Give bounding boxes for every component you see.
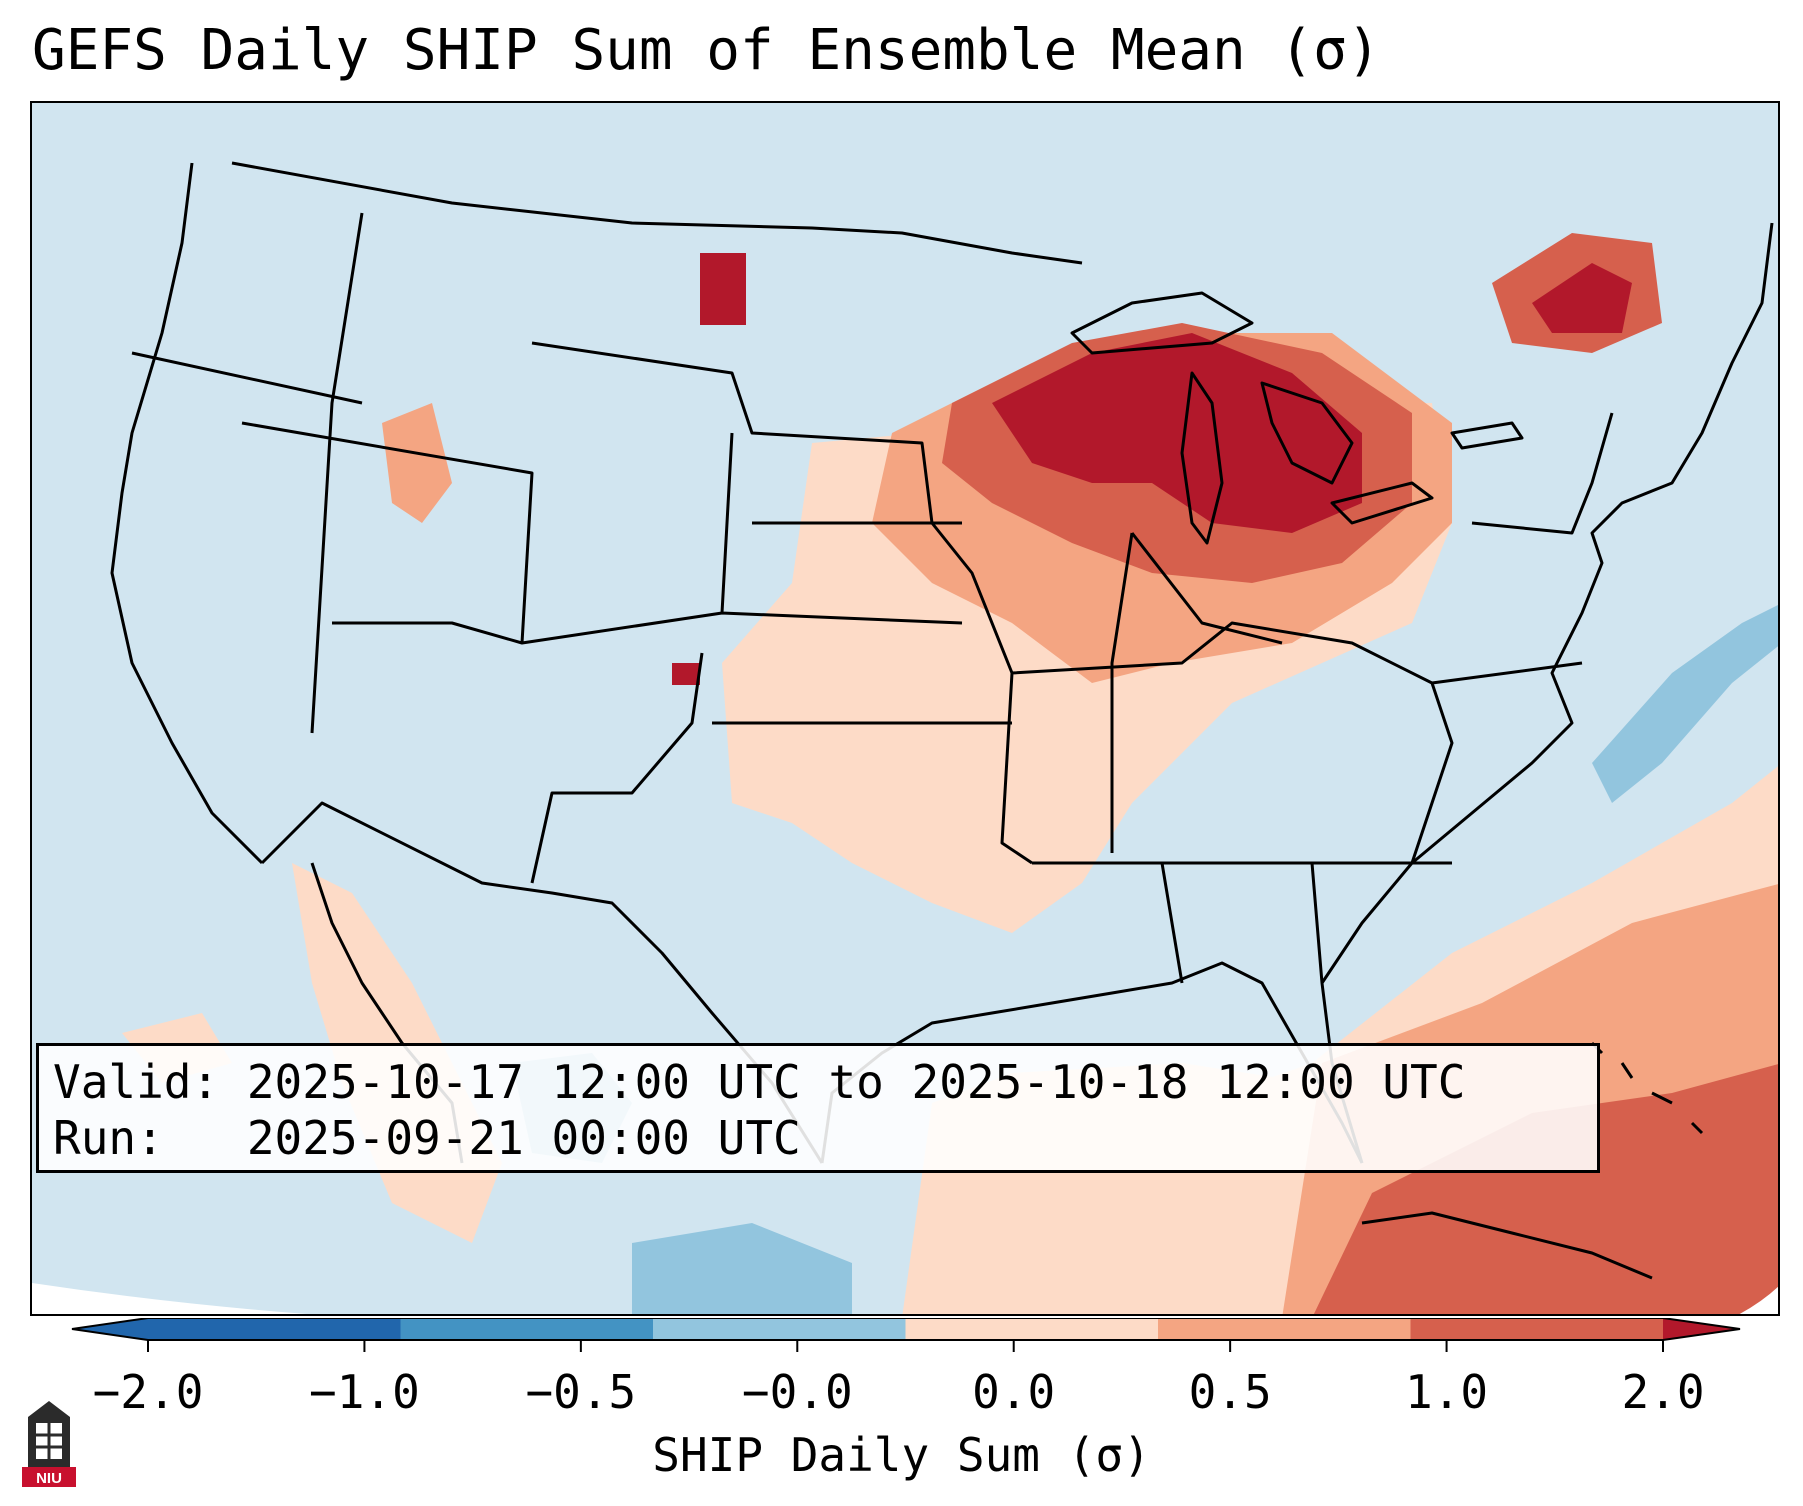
colorbar-segment [653, 1318, 906, 1340]
colorbar-tick-label: −2.0 [92, 1365, 204, 1419]
anomaly-region-greatlakes-core [992, 333, 1362, 533]
colorbar-label: SHIP Daily Sum (σ) [652, 1428, 1151, 1482]
us-west-coast [110, 162, 264, 865]
anomaly-region-quebec-core [1532, 263, 1632, 333]
valid-time-text: Valid: 2025-10-17 12:00 UTC to 2025-10-1… [53, 1055, 1466, 1109]
colorbar-segment [148, 1318, 401, 1340]
lake-ontario [1450, 421, 1524, 450]
colorbar-segment [1410, 1318, 1664, 1340]
anomaly-region-colorado [672, 663, 700, 685]
anomaly-region-caribbean-strong [1313, 1064, 1778, 1314]
colorbar-extend-low [72, 1318, 148, 1340]
logo-text: NIU [36, 1470, 62, 1487]
lake-superior [1070, 291, 1254, 355]
colorbar [71, 1318, 1741, 1352]
colorbar-segments [72, 1318, 1740, 1340]
anomaly-region-atlantic-cool [1592, 605, 1778, 803]
colorbar-tick-label: −0.5 [525, 1365, 637, 1419]
anomaly-region-south-cool [632, 1223, 852, 1314]
domain-edge-right [1739, 1286, 1778, 1314]
logo-banner [22, 1467, 76, 1487]
run-time-text: Run: 2025-09-21 00:00 UTC [53, 1111, 801, 1165]
colorbar-segment [400, 1318, 654, 1340]
colorbar-tick-label: 0.5 [1188, 1365, 1272, 1419]
cuba [1361, 1211, 1653, 1280]
colorbar-tick-label: 2.0 [1621, 1365, 1705, 1419]
colorbar-tick-label: 0.0 [972, 1365, 1056, 1419]
lake-michigan [1180, 371, 1224, 545]
colorbar-extend-high [1663, 1318, 1740, 1340]
colorbar-ticks [147, 1340, 1664, 1352]
colorbar-tick-label: 1.0 [1405, 1365, 1489, 1419]
niu-logo-icon: NIU [22, 1401, 76, 1487]
info-box: Valid: 2025-10-17 12:00 UTC to 2025-10-1… [36, 1043, 1600, 1173]
lake-huron [1260, 381, 1354, 485]
lake-erie [1330, 481, 1434, 525]
logo-window-bars [36, 1423, 62, 1459]
anomaly-region-idaho [382, 403, 452, 523]
domain-edge [32, 1283, 307, 1314]
state-lines [131, 212, 1614, 984]
colorbar-tick-label: −1.0 [309, 1365, 420, 1419]
colorbar-segment [1158, 1318, 1411, 1340]
canada-border [231, 161, 1083, 265]
east-coast [1320, 222, 1774, 1164]
anomaly-region-montana [700, 253, 746, 325]
page-title: GEFS Daily SHIP Sum of Ensemble Mean (σ) [32, 18, 1381, 83]
colorbar-tick-label: −0.0 [741, 1365, 853, 1419]
colorbar-segment [905, 1318, 1159, 1340]
